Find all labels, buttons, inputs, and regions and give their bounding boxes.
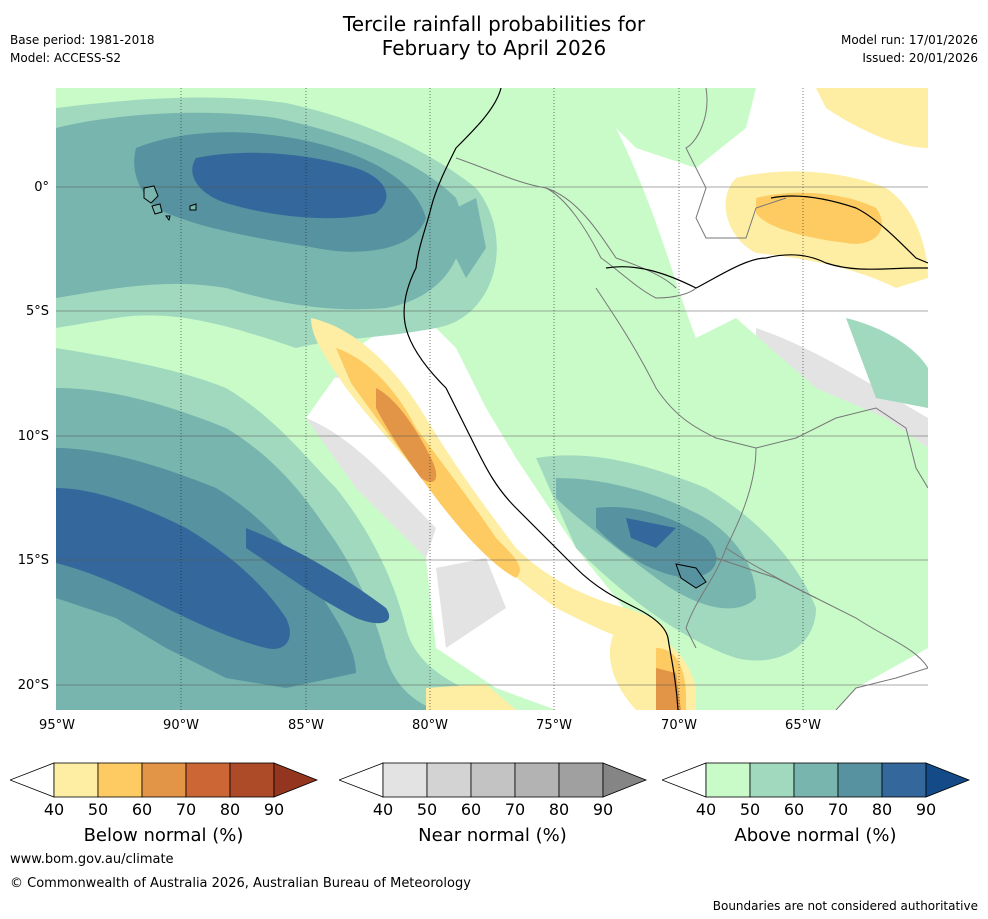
map-canvas — [56, 88, 928, 710]
map-title: Tercile rainfall probabilities for Febru… — [0, 12, 988, 60]
lake-titicaca — [675, 563, 707, 589]
legend-tick: 90 — [915, 800, 937, 819]
legend-near-label: Near normal (%) — [418, 825, 567, 846]
legend-below-colorbar — [10, 762, 319, 798]
legend-below-swatch — [273, 762, 319, 798]
legend-near-swatch — [558, 762, 604, 798]
legend-tick: 70 — [504, 800, 526, 819]
legend-tick: 40 — [43, 800, 65, 819]
coastline — [403, 88, 928, 710]
title-line-1: Tercile rainfall probabilities for — [342, 12, 646, 36]
legend-tick: 80 — [871, 800, 893, 819]
lon-label-75w: 75°W — [536, 718, 572, 733]
latitude-lines — [56, 186, 928, 686]
legend-tick: 60 — [783, 800, 805, 819]
lon-label-90w: 90°W — [163, 718, 199, 733]
base-period: Base period: 1981-2018 — [10, 33, 155, 47]
model-run: Model run: 17/01/2026 — [840, 33, 978, 47]
legend-near-swatch — [382, 762, 428, 798]
legend-near-swatch — [426, 762, 472, 798]
lat-label-0: 0° — [34, 180, 49, 195]
lon-label-65w: 65°W — [785, 718, 821, 733]
issued-date: Issued: 20/01/2026 — [862, 51, 978, 65]
lat-label-20s: 20°S — [17, 678, 49, 693]
legend-below-swatch — [141, 762, 187, 798]
legend-above-swatch — [749, 762, 795, 798]
legend-above-swatch — [925, 762, 971, 798]
legend-near-swatch — [514, 762, 560, 798]
legend-below-swatch — [97, 762, 143, 798]
legend-above-swatch — [705, 762, 751, 798]
legend-near-colorbar — [339, 762, 648, 798]
rainfall-probability-map — [56, 88, 928, 710]
legend-near-swatch — [602, 762, 648, 798]
country-boundaries — [455, 88, 928, 710]
legend-below-swatch — [10, 762, 55, 798]
legend-below-label: Below normal (%) — [83, 825, 244, 846]
legend-above-colorbar — [662, 762, 971, 798]
below-normal-regions — [311, 88, 928, 710]
title-line-2: February to April 2026 — [381, 36, 607, 60]
lon-label-85w: 85°W — [288, 718, 324, 733]
lon-label-70w: 70°W — [661, 718, 697, 733]
legend-near-swatch — [470, 762, 516, 798]
model-name: Model: ACCESS-S2 — [10, 51, 122, 65]
legend-tick: 50 — [416, 800, 438, 819]
legend-tick: 60 — [131, 800, 153, 819]
meta-right: Model run: 17/01/2026 Issued: 20/01/2026 — [841, 31, 978, 67]
boundaries-disclaimer: Boundaries are not considered authoritat… — [712, 899, 978, 913]
galapagos-islands — [143, 185, 197, 222]
legend-tick: 90 — [263, 800, 285, 819]
lon-label-80w: 80°W — [412, 718, 448, 733]
legend-tick: 70 — [827, 800, 849, 819]
lat-label-10s: 10°S — [17, 429, 49, 444]
legend-tick: 70 — [175, 800, 197, 819]
legend-above-swatch — [837, 762, 883, 798]
legend-near-swatch — [339, 762, 384, 798]
lon-label-95w: 95°W — [39, 718, 75, 733]
legend-tick: 50 — [739, 800, 761, 819]
legend-tick: 40 — [695, 800, 717, 819]
legend-above-label: Above normal (%) — [734, 825, 897, 846]
meta-left: Base period: 1981-2018 Model: ACCESS-S2 — [10, 31, 155, 67]
lat-label-5s: 5°S — [25, 304, 49, 319]
legend-tick: 80 — [219, 800, 241, 819]
legend-above-swatch — [662, 762, 707, 798]
legend-below-swatch — [229, 762, 275, 798]
copyright-notice: © Commonwealth of Australia 2026, Austra… — [10, 876, 471, 891]
legend-tick: 40 — [372, 800, 394, 819]
legend-tick: 50 — [87, 800, 109, 819]
website-link[interactable]: www.bom.gov.au/climate — [10, 852, 174, 867]
legend-above-swatch — [793, 762, 839, 798]
legend-below-swatch — [185, 762, 231, 798]
lat-label-15s: 15°S — [17, 553, 49, 568]
legend-tick: 60 — [460, 800, 482, 819]
legend-tick: 90 — [592, 800, 614, 819]
legend-tick: 80 — [548, 800, 570, 819]
legend-below-swatch — [53, 762, 99, 798]
legend-above-swatch — [881, 762, 927, 798]
